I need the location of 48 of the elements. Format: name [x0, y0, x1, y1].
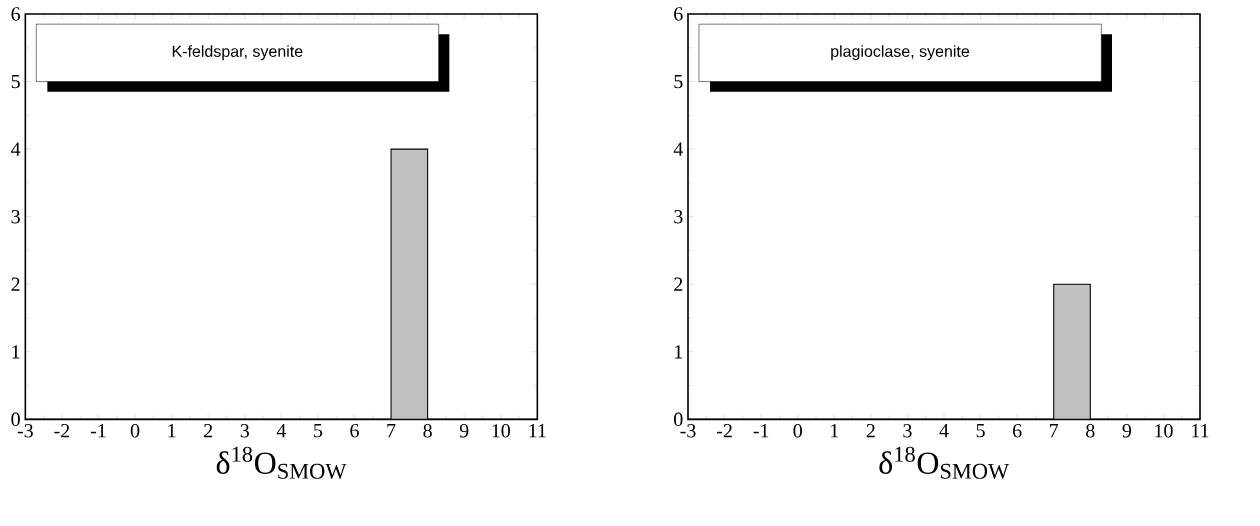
- x-tick-label: 9: [459, 424, 469, 438]
- y-tick-label: 5: [11, 74, 20, 89]
- x-tick-label: 6: [350, 424, 359, 438]
- x-tick-label: 0: [793, 424, 802, 438]
- y-tick-label: 0: [674, 412, 683, 427]
- x-tick-label: 5: [976, 424, 985, 438]
- y-tick-label: 0: [11, 412, 20, 427]
- y-tick-label: 1: [675, 345, 683, 359]
- x-tick-label: 4: [939, 424, 949, 438]
- y-tick-label: 6: [674, 7, 683, 21]
- x-tick-label: 8: [1086, 424, 1095, 438]
- x-tick-label: 8: [423, 424, 432, 438]
- x-tick-label: 7: [387, 424, 396, 438]
- x-tick-label: -1: [753, 424, 769, 438]
- y-tick-label: 4: [11, 142, 21, 156]
- x-tick-label: 2: [204, 424, 213, 438]
- x-tick-label: 10: [492, 424, 511, 438]
- x-tick-label: 10: [1155, 424, 1173, 438]
- x-tick-label: 0: [130, 424, 140, 438]
- text: plagioclase, syenite: [831, 45, 970, 61]
- y-tick-label: 3: [11, 209, 20, 224]
- x-axis-title: δ$^{18}$O$_{SMOW}$: [879, 446, 1010, 479]
- x-tick-label: -3: [680, 424, 696, 438]
- x-tick-label: -2: [54, 424, 70, 438]
- y-tick-label: 6: [11, 7, 21, 21]
- x-tick-label: 2: [866, 424, 875, 438]
- y-tick-label: 4: [673, 142, 683, 156]
- x-tick-label: 7: [1050, 424, 1059, 438]
- y-tick-label: 5: [674, 74, 683, 89]
- x-tick-label: -3: [17, 424, 33, 438]
- text: K-feldspar, syenite: [172, 45, 303, 61]
- x-tick-label: 5: [314, 424, 323, 438]
- x-tick-label: 3: [240, 424, 249, 438]
- x-tick-label: 11: [1192, 424, 1209, 438]
- x-axis-title: δ$^{18}$O$_{SMOW}$: [216, 446, 347, 479]
- y-tick-label: 3: [674, 209, 683, 224]
- y-tick-label: 2: [674, 277, 683, 291]
- x-tick-label: 1: [831, 424, 839, 438]
- x-tick-label: 11: [529, 424, 546, 438]
- y-tick-label: 1: [12, 345, 20, 359]
- x-tick-label: -2: [716, 424, 732, 438]
- x-tick-label: 9: [1122, 424, 1132, 438]
- x-tick-label: 1: [168, 424, 176, 438]
- x-tick-label: 4: [276, 424, 287, 438]
- x-tick-label: 6: [1013, 424, 1022, 438]
- x-tick-label: 3: [903, 424, 912, 438]
- y-tick-label: 2: [11, 277, 20, 291]
- x-tick-label: -1: [90, 424, 106, 438]
